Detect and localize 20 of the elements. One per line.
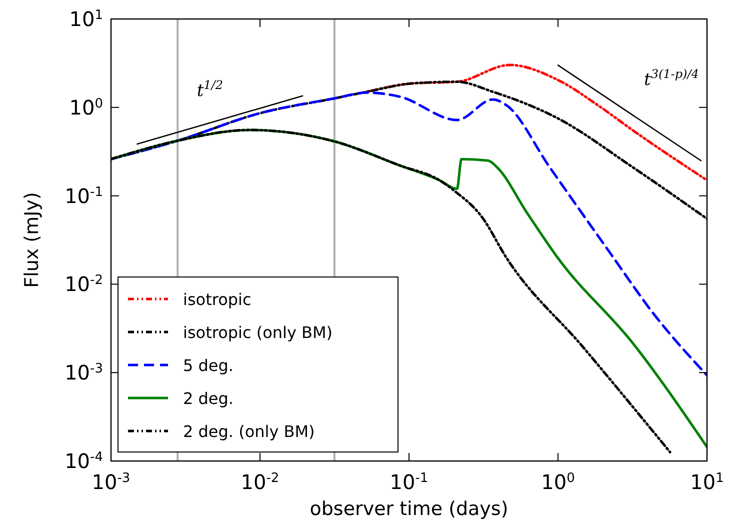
- y-tick-label: 10$^{1}$: [69, 7, 103, 31]
- legend-label: 2 deg. (only BM): [183, 422, 315, 441]
- legend-label: isotropic (only BM): [183, 323, 333, 342]
- legend-label: 5 deg.: [183, 356, 234, 375]
- y-tick-label: 10$^{-2}$: [64, 272, 103, 296]
- y-tick-label: 10$^{-4}$: [64, 449, 103, 473]
- y-axis-title: Flux (mJy): [21, 192, 43, 288]
- annotation: t$^{1/2}$: [196, 78, 223, 101]
- annotation: t$^{3(1-p)/4}$: [644, 66, 699, 90]
- y-tick-label: 10$^{-3}$: [64, 360, 103, 385]
- legend-label: isotropic: [183, 290, 252, 309]
- x-axis-title: observer time (days): [310, 498, 508, 520]
- x-tick-label: 10$^{0}$: [541, 470, 575, 494]
- x-tick-label: 10$^{-2}$: [240, 470, 280, 494]
- y-tick-label: 10$^{0}$: [69, 95, 103, 120]
- y-tick-label: 10$^{-1}$: [64, 184, 103, 208]
- x-tick-label: 10$^{1}$: [690, 470, 724, 494]
- x-tick-label: 10$^{-1}$: [390, 470, 428, 494]
- legend-label: 2 deg.: [183, 389, 234, 408]
- x-tick-label: 10$^{-3}$: [92, 470, 130, 494]
